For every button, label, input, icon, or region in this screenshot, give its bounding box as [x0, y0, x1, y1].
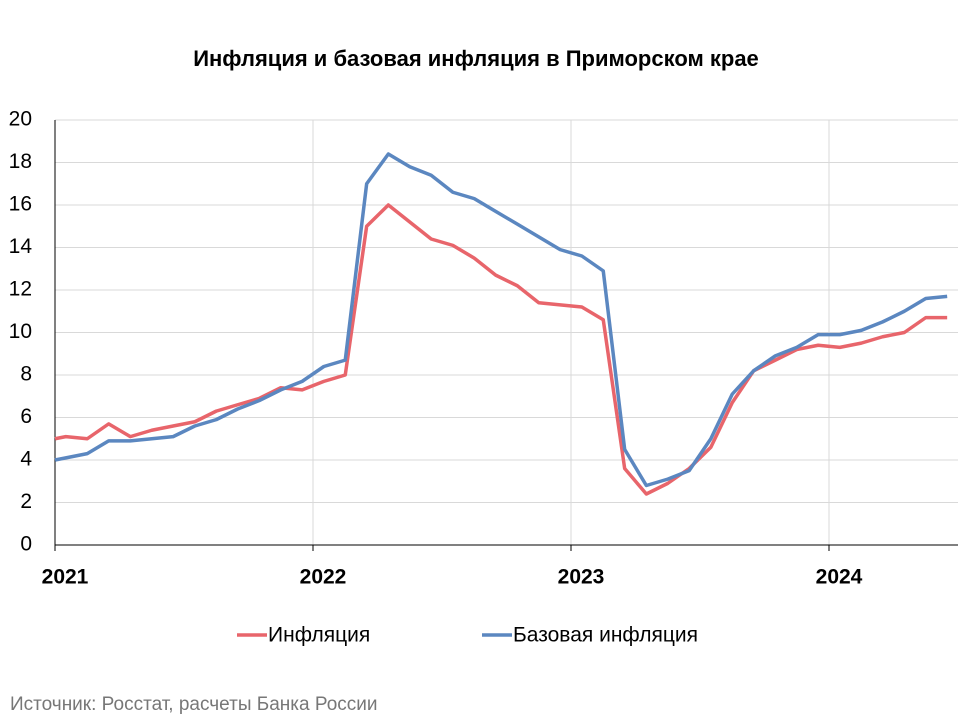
y-tick-label: 6	[20, 405, 32, 428]
source-note: Источник: Росстат, расчеты Банка России	[10, 694, 378, 715]
y-tick-label: 10	[9, 320, 32, 343]
y-tick-label: 4	[20, 448, 32, 471]
x-tick-label: 2022	[300, 566, 347, 589]
x-tick-label: 2023	[558, 566, 605, 589]
legend-label: Базовая инфляция	[513, 624, 698, 647]
y-tick-label: 12	[9, 278, 32, 301]
y-tick-label: 14	[9, 235, 33, 258]
y-tick-label: 2	[20, 490, 32, 513]
y-tick-label: 18	[9, 150, 32, 173]
line-series	[54, 203, 948, 496]
y-tick-label: 8	[20, 363, 32, 386]
x-tick-label: 2021	[42, 566, 89, 589]
y-tick-label: 16	[9, 193, 32, 216]
y-tick-label: 20	[9, 108, 32, 131]
line-series	[54, 152, 948, 488]
x-tick-label: 2024	[816, 566, 863, 589]
chart-title: Инфляция и базовая инфляция в Приморском…	[193, 46, 759, 71]
legend-label: Инфляция	[268, 624, 370, 647]
y-tick-label: 0	[20, 533, 32, 556]
